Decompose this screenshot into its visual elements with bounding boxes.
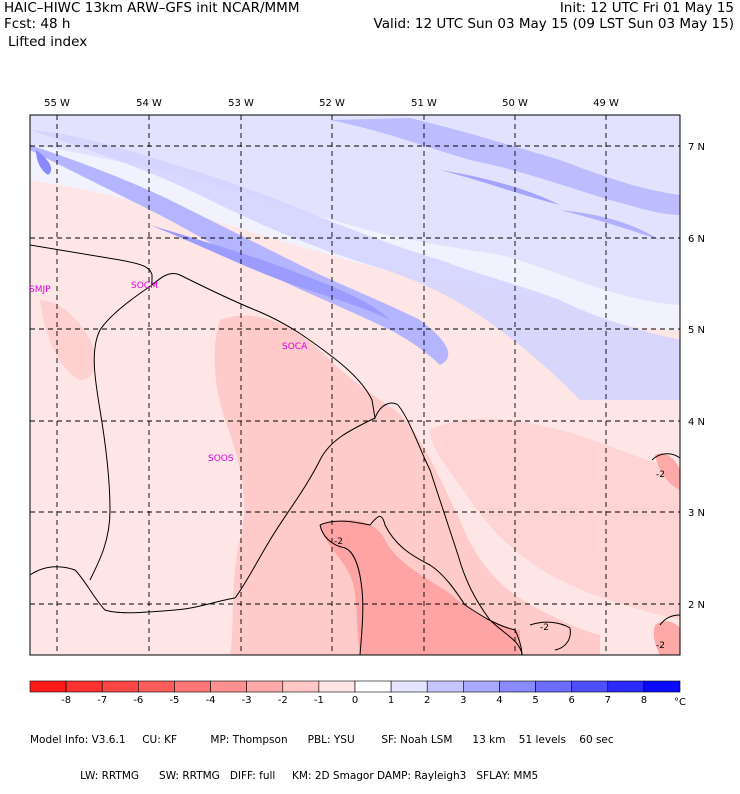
colorbar-swatch [174,680,211,693]
field-band-b-core [440,170,560,205]
header-right: Init: 12 UTC Fri 01 May 15 Valid: 12 UTC… [374,0,734,32]
political-boundaries [30,244,523,655]
colorbar-tick-label: 8 [641,695,647,706]
lon-label: 53 W [228,98,254,109]
model-info-footer: Model Info: V3.6.1 CU: KF MP: Thompson P… [30,710,614,794]
init-time: Init: 12 UTC Fri 01 May 15 [559,0,734,16]
contour-minus2-b [319,524,364,655]
field-band-a-core [150,225,390,320]
colorbar-tick-label: -7 [97,695,107,706]
colorbar-swatch [29,680,67,693]
colorbar-swatch [643,680,681,693]
lat-label: 2 N [688,600,705,611]
border-suriname-guyana [89,284,153,581]
colorbar-swatch [390,680,428,693]
colorbar-tick-label: -2 [278,695,288,706]
contours [319,453,680,655]
contour-minus2-d [651,453,680,461]
field-unstable-edge-2 [653,621,680,655]
colorbar-swatch [210,680,247,693]
station-smjp: SMJP [29,285,51,295]
colorbar-tick-label: 2 [424,695,430,706]
station-labels: SMJP SOCM SOCA SOOS [29,281,308,464]
colorbar-tick-label: 5 [532,695,538,706]
field-unstable-edge-1 [655,453,680,490]
lat-label: 7 N [688,142,705,153]
field-unstable-1 [214,315,601,655]
colorbar-swatch [463,680,500,693]
colorbar-swatch [571,680,609,693]
colorbar-swatch [101,680,139,693]
forecast-hour: Fcst: 48 h [4,16,71,32]
colorbar-swatch [607,680,645,693]
contour-minus2-e [659,614,680,626]
forecast-map: 55 W 54 W 53 W 52 W 51 W 50 W 49 W 7 N 6… [29,98,705,708]
lon-label: 55 W [44,98,70,109]
colorbar-tick-label: 1 [388,695,394,706]
lat-label: 4 N [688,417,705,428]
station-socm: SOCM [131,281,158,291]
colorbar-swatch [65,680,103,693]
graticule [30,115,680,655]
station-soca: SOCA [282,342,308,352]
field-unstable-core [320,520,520,655]
model-title: HAIC–HIWC 13km ARW–GFS init NCAR/MMM [4,0,300,16]
colorbar [29,680,681,693]
colorbar-unit: °C [674,697,686,708]
lon-label: 51 W [411,98,437,109]
contour-minus2-c [529,621,571,651]
border-french-guiana-brazil [234,417,376,599]
contour-value-labels: -2 -2 -2 -2 [334,470,665,651]
contour-label: -2 [656,641,665,651]
lon-label: 54 W [136,98,162,109]
map-frame [29,114,681,656]
lat-label: 3 N [688,508,705,519]
colorbar-tick-label: -1 [314,695,324,706]
lon-label: 49 W [593,98,619,109]
coastline [30,244,523,655]
colorbar-swatch [535,680,572,693]
field-band-b [330,118,680,215]
valid-time: Valid: 12 UTC Sun 03 May 15 (09 LST Sun … [373,16,734,32]
colorbar-tick-label: 6 [568,695,574,706]
lon-label: 50 W [502,98,528,109]
lifted-index-field [30,115,680,655]
colorbar-tick-label: -8 [61,695,71,706]
field-unstable-2 [430,418,680,620]
colorbar-tick-label: 0 [352,695,358,706]
colorbar-tick-label: -3 [242,695,252,706]
colorbar-tick-label: 3 [460,695,466,706]
colorbar-swatch [354,680,392,693]
colorbar-tick-label: -6 [133,695,143,706]
colorbar-tick-label: 7 [605,695,611,706]
colorbar-tick-label: 4 [496,695,502,706]
variable-name: Lifted index [8,34,88,50]
lat-label: 5 N [688,325,705,336]
colorbar-tick-label: -4 [206,695,216,706]
lon-label: 52 W [319,98,345,109]
lat-label: 6 N [688,234,705,245]
footer-line-1: Model Info: V3.6.1 CU: KF MP: Thompson P… [30,734,614,746]
contour-label: -2 [656,470,665,480]
field-stable-2 [30,130,680,400]
field-band-d [36,150,52,175]
colorbar-swatch [426,680,464,693]
colorbar-swatch [138,680,175,693]
colorbar-swatch [282,680,320,693]
border-west [30,566,236,614]
footer-line-2: LW: RRTMG SW: RRTMG DIFF: full KM: 2D Sm… [30,770,539,782]
contour-label: -2 [334,537,343,547]
colorbar-swatch [318,680,356,693]
contour-label: -2 [540,623,549,633]
colorbar-swatch [246,680,284,693]
latitude-labels: 7 N 6 N 5 N 4 N 3 N 2 N [688,142,705,611]
station-soos: SOOS [208,454,234,464]
colorbar-swatch [499,680,536,693]
colorbar-tick-label: -5 [169,695,179,706]
colorbar-tick-labels: -8 -7 -6 -5 -4 -3 -2 -1 0 1 2 3 4 5 6 7 8 [61,695,647,706]
contour-minus2-a [319,515,523,655]
longitude-labels: 55 W 54 W 53 W 52 W 51 W 50 W 49 W [44,98,619,109]
field-unstable-3 [40,300,96,380]
header-left: HAIC–HIWC 13km ARW–GFS init NCAR/MMM Fcs… [4,0,299,32]
